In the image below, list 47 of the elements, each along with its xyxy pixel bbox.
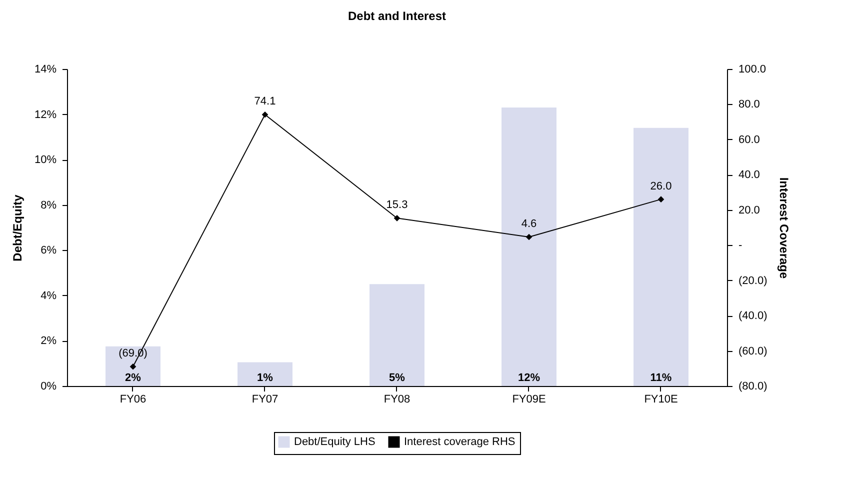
y2-tick-label: 60.0 <box>738 134 760 146</box>
data-label: 12% <box>518 372 540 384</box>
point <box>658 196 664 202</box>
y-tick-label: 2% <box>40 335 57 348</box>
point <box>526 234 532 240</box>
y2-tick-label: (60.0) <box>738 345 768 358</box>
y2-tick-label: 100.0 <box>738 64 766 76</box>
bar <box>502 107 556 386</box>
data-label: 1% <box>257 372 274 384</box>
x-tick-label: FY06 <box>120 394 146 406</box>
y-axis-title: Debt/Equity <box>10 194 24 262</box>
point <box>130 363 136 370</box>
y2-axis-title: Interest Coverage <box>777 177 792 280</box>
y2-tick-label: - <box>738 240 742 252</box>
y-tick-label: 14% <box>34 64 57 76</box>
y-tick-label: 4% <box>40 290 57 302</box>
bar <box>634 128 688 386</box>
data-label: 11% <box>650 372 672 384</box>
x-tick-label: FY10E <box>644 394 678 406</box>
y2-tick-label: (80.0) <box>738 380 768 392</box>
y2-tick-label: (40.0) <box>738 310 768 322</box>
bar <box>370 284 424 386</box>
x-tick-label: FY09E <box>512 394 546 406</box>
x-tick-label: FY08 <box>384 394 410 406</box>
bar <box>106 346 160 386</box>
data-label: 2% <box>125 372 142 384</box>
y2-tick-label: 20.0 <box>738 204 760 216</box>
point <box>262 111 268 118</box>
y-tick-label: 12% <box>34 108 57 121</box>
y-tick-label: 8% <box>40 199 57 212</box>
y2-tick-label: 80.0 <box>738 98 760 111</box>
chart-title: Debt and Interest <box>348 9 446 23</box>
bar <box>238 362 292 386</box>
data-label: 26.0 <box>650 180 672 192</box>
data-label: 74.1 <box>254 96 276 108</box>
y-tick-label: 0% <box>40 380 57 392</box>
y2-tick-label: 40.0 <box>738 169 760 182</box>
x-tick-label: FY07 <box>252 394 278 406</box>
y2-tick-label: (20.0) <box>738 274 768 287</box>
point <box>394 215 400 222</box>
legend-label: Interest coverage RHS <box>404 436 516 448</box>
y-tick-label: 6% <box>40 244 57 257</box>
legend-label: Debt/Equity LHS <box>294 436 376 448</box>
y-tick-label: 10% <box>34 154 57 166</box>
data-label: 5% <box>389 372 406 384</box>
data-label: 4.6 <box>521 218 537 230</box>
data-label: 15.3 <box>386 199 408 212</box>
